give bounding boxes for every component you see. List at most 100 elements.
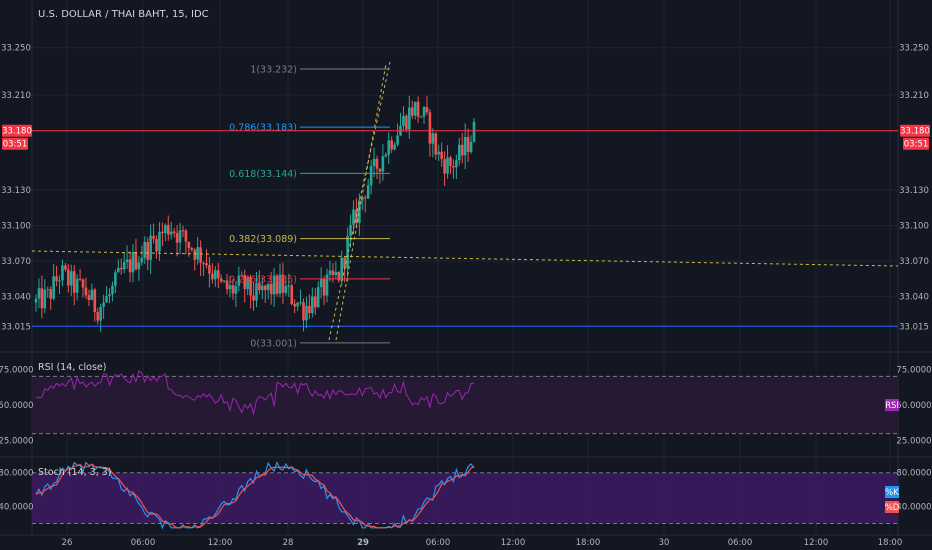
rsi-title: RSI (14, close)	[38, 362, 106, 373]
candle-body	[216, 270, 220, 279]
candle-body	[222, 280, 226, 282]
candle-body	[78, 278, 82, 280]
candle-body	[55, 276, 58, 282]
candle-body	[266, 283, 270, 291]
stoch-k-tag-label: %K	[885, 488, 899, 498]
candle-body	[52, 276, 55, 299]
time-tick: 18:00	[576, 538, 601, 548]
candle-body	[296, 302, 299, 307]
time-tick: 12:00	[208, 538, 233, 548]
candle-body	[61, 265, 64, 281]
candle-body	[466, 137, 470, 152]
candle-body	[308, 305, 311, 313]
price-tick-left: 33.130	[1, 186, 31, 196]
candle-body	[322, 278, 326, 296]
candle-body	[243, 275, 247, 290]
price-tag-left	[2, 124, 32, 137]
candle-body	[108, 294, 111, 297]
candle-body	[219, 278, 223, 282]
candle-body	[443, 159, 446, 174]
candle-body	[278, 274, 282, 294]
candle-body	[302, 302, 305, 321]
candle-body	[440, 151, 443, 160]
candle-body	[413, 101, 417, 116]
stoch-d-tag-label: %D	[885, 503, 900, 513]
fib-level-label: 0.618(33.144)	[229, 169, 297, 180]
candle-body	[158, 231, 161, 252]
candle-body	[205, 263, 208, 266]
stoch-d-line	[35, 463, 475, 529]
candle-body	[96, 311, 100, 321]
candle-body	[228, 285, 232, 290]
time-tick: 26	[62, 538, 73, 548]
candle-body	[422, 107, 426, 117]
candle-body	[431, 133, 435, 144]
stoch-tick-left: 80.0000	[0, 469, 34, 479]
candle-body	[181, 230, 185, 232]
stoch-k-tag	[885, 486, 899, 498]
fib-level-label: 0.786(33.183)	[229, 123, 297, 134]
candle-body	[211, 273, 214, 280]
candle-body	[363, 197, 367, 199]
fib-trend-diagonal[interactable]	[335, 63, 387, 341]
candle-body	[178, 230, 182, 243]
candle-body	[449, 157, 452, 167]
candle-body	[84, 287, 88, 296]
candle-body	[428, 112, 432, 144]
candle-body	[346, 236, 349, 269]
candle-body	[208, 265, 211, 274]
candle-body	[69, 271, 73, 286]
candle-body	[187, 241, 191, 249]
candle-body	[155, 238, 158, 252]
candle-body	[140, 257, 144, 263]
price-tick-left: 33.210	[1, 91, 31, 101]
candle-body	[313, 296, 317, 308]
candle-body	[311, 296, 314, 313]
candle-body	[64, 265, 67, 270]
candle-body	[81, 279, 85, 288]
candle-body	[234, 285, 238, 294]
countdown-tag-right	[903, 137, 929, 150]
candle-body	[122, 262, 126, 270]
candle-body	[328, 270, 332, 275]
rsi-pane[interactable]	[32, 370, 898, 435]
candle-body	[193, 249, 197, 260]
candle-body	[410, 107, 414, 116]
rsi-tick-left: 50.0000	[0, 401, 34, 411]
candle-body	[152, 235, 155, 239]
candle-body	[460, 144, 464, 156]
candle-body	[437, 151, 441, 155]
candle-body	[269, 283, 273, 295]
candle-body	[319, 278, 323, 288]
candle-body	[366, 185, 370, 199]
candle-body	[369, 165, 373, 186]
candle-body	[87, 295, 91, 301]
price-tick-left: 33.015	[1, 322, 31, 332]
candle-body	[93, 289, 97, 312]
candle-body	[249, 277, 252, 296]
main-price-pane[interactable]: 1(33.232) 0.786(33.183) 0.618(33.144) 0.382…	[31, 61, 899, 349]
time-tick: 06:00	[131, 538, 156, 548]
price-tick-right: 33.210	[899, 91, 929, 101]
stoch-d-tag	[885, 501, 899, 513]
candle-body	[402, 115, 405, 126]
stoch-pane[interactable]	[32, 460, 898, 530]
candle-body	[360, 197, 364, 201]
candle-body	[446, 157, 449, 174]
candle-body	[128, 259, 132, 273]
candle-body	[263, 285, 267, 291]
candle-body	[67, 269, 70, 286]
fib-level-label: 0.382(33.089)	[229, 234, 297, 245]
time-tick: 12:00	[804, 538, 829, 548]
candle-body	[287, 285, 291, 287]
time-tick: 18:00	[878, 538, 903, 548]
stoch-tick-left: 40.0000	[0, 503, 34, 513]
price-tick-right: 33.040	[899, 293, 929, 303]
fib-level-label: 0(33.001)	[250, 338, 297, 349]
candle-body	[252, 295, 255, 301]
trend-line-dashed[interactable]	[31, 250, 899, 267]
candle-body	[299, 302, 302, 304]
price-tick-right: 33.100	[899, 222, 929, 232]
candle-body	[358, 200, 361, 224]
